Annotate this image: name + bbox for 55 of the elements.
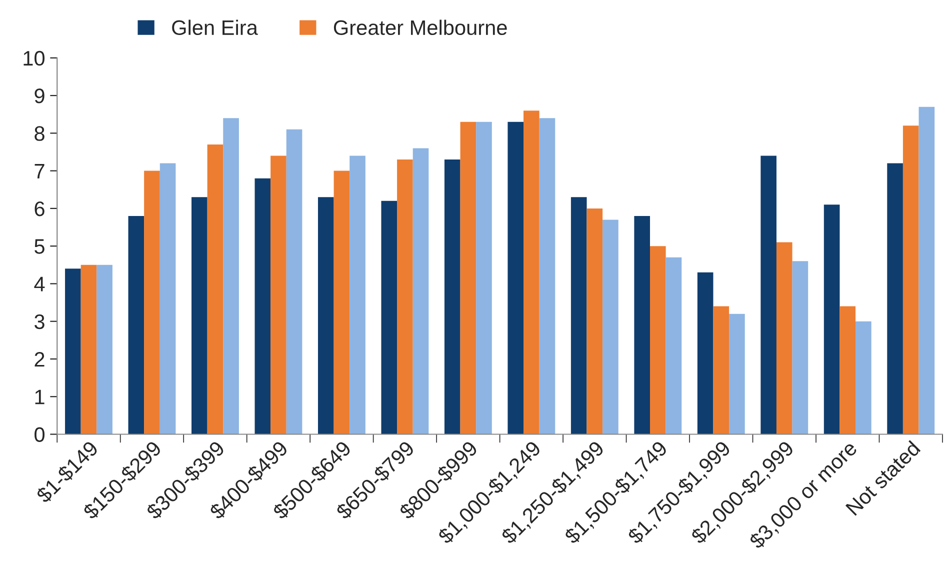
bar	[634, 216, 650, 434]
bar	[350, 156, 366, 434]
bar	[697, 272, 714, 434]
bar	[776, 242, 792, 434]
bar	[254, 178, 271, 434]
bar	[824, 204, 840, 434]
y-tick-label: 1	[35, 390, 44, 404]
bar	[760, 156, 776, 434]
bar	[412, 148, 429, 434]
bar	[887, 163, 903, 434]
bar	[128, 216, 144, 434]
bar	[918, 106, 935, 434]
bar	[144, 170, 160, 434]
bar	[539, 118, 556, 434]
bar	[65, 268, 81, 434]
bar	[508, 122, 524, 434]
bar	[444, 160, 460, 434]
y-tick-label: 4	[34, 276, 45, 292]
bar	[460, 122, 476, 434]
bar	[792, 261, 808, 434]
bar	[192, 197, 208, 434]
bar	[397, 160, 413, 434]
legend-label: Glen Eira	[172, 20, 258, 36]
y-tick-label: 3	[34, 314, 44, 330]
bar	[902, 126, 919, 434]
bar	[602, 220, 618, 434]
bar	[286, 129, 302, 434]
y-tick-label: 10	[24, 50, 44, 66]
bar	[270, 156, 286, 434]
bar	[381, 200, 398, 434]
bar	[713, 306, 730, 434]
bar	[856, 321, 872, 434]
bar	[96, 264, 112, 434]
bar	[666, 257, 682, 434]
bar	[160, 163, 176, 434]
bar	[840, 306, 856, 434]
y-tick-label: 0	[34, 427, 44, 442]
y-tick-label: 8	[34, 126, 44, 141]
bar	[334, 170, 350, 434]
bar	[207, 144, 224, 434]
bar	[650, 246, 666, 434]
bar	[570, 197, 587, 434]
legend-label: Greater Melbourne	[334, 20, 507, 36]
y-tick-label: 9	[34, 88, 44, 104]
bar	[524, 110, 540, 434]
bar	[729, 314, 745, 434]
y-tick-label: 5	[34, 239, 44, 254]
bar	[476, 122, 492, 434]
y-tick-label: 7	[34, 164, 44, 178]
bar	[80, 264, 97, 434]
y-tick-label: 6	[34, 201, 44, 216]
bar	[586, 208, 603, 434]
bar	[318, 197, 334, 434]
y-tick-label: 2	[34, 352, 44, 367]
bar	[223, 118, 239, 434]
